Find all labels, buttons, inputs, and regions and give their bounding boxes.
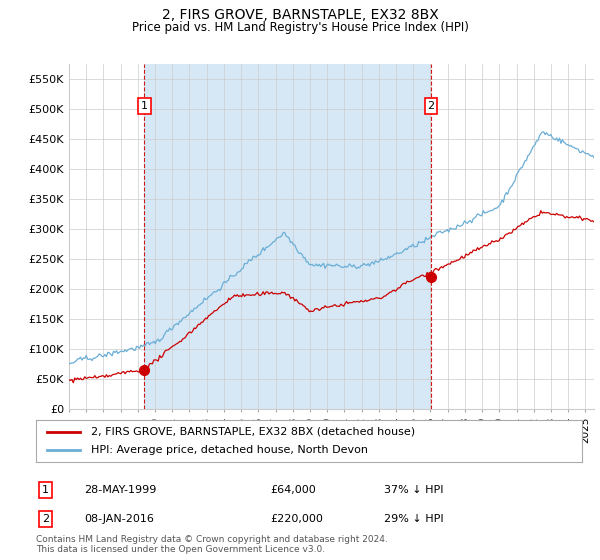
Text: 2, FIRS GROVE, BARNSTAPLE, EX32 8BX (detached house): 2, FIRS GROVE, BARNSTAPLE, EX32 8BX (det… xyxy=(91,427,415,437)
Text: 2: 2 xyxy=(427,101,434,111)
Text: 08-JAN-2016: 08-JAN-2016 xyxy=(84,514,154,524)
Text: This data is licensed under the Open Government Licence v3.0.: This data is licensed under the Open Gov… xyxy=(36,544,325,554)
Text: 2: 2 xyxy=(42,514,49,524)
Text: HPI: Average price, detached house, North Devon: HPI: Average price, detached house, Nort… xyxy=(91,445,368,455)
Text: 1: 1 xyxy=(141,101,148,111)
Text: 37% ↓ HPI: 37% ↓ HPI xyxy=(384,485,443,495)
Text: 2, FIRS GROVE, BARNSTAPLE, EX32 8BX: 2, FIRS GROVE, BARNSTAPLE, EX32 8BX xyxy=(161,8,439,22)
Text: 1: 1 xyxy=(42,485,49,495)
Text: 29% ↓ HPI: 29% ↓ HPI xyxy=(384,514,443,524)
Bar xyxy=(145,64,431,409)
Text: £64,000: £64,000 xyxy=(270,485,316,495)
Text: Contains HM Land Registry data © Crown copyright and database right 2024.: Contains HM Land Registry data © Crown c… xyxy=(36,534,388,544)
Text: Price paid vs. HM Land Registry's House Price Index (HPI): Price paid vs. HM Land Registry's House … xyxy=(131,21,469,34)
Text: £220,000: £220,000 xyxy=(270,514,323,524)
Text: 28-MAY-1999: 28-MAY-1999 xyxy=(84,485,157,495)
